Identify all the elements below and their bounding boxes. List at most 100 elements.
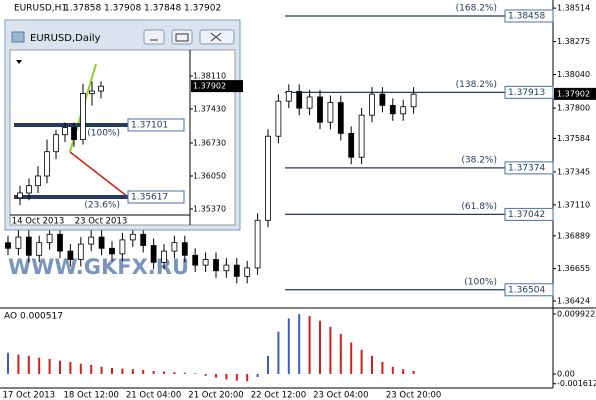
level-ratio: (100%)	[464, 277, 497, 287]
ao-bar	[183, 372, 186, 374]
candle-body	[265, 135, 271, 221]
candle-body	[244, 267, 251, 277]
candle-body	[46, 233, 53, 244]
ao-bar	[142, 369, 145, 374]
last-price: 1.37902	[557, 89, 590, 98]
y-tick-label: 1.36889	[557, 231, 590, 240]
ao-bar	[48, 358, 51, 374]
ao-bar	[100, 366, 103, 374]
candle-body	[98, 236, 105, 249]
window-icon[interactable]	[11, 31, 25, 43]
candle-body	[400, 106, 407, 115]
y-tick-label: 1.38275	[557, 37, 590, 46]
candle-body	[36, 242, 43, 256]
candle-body	[129, 233, 136, 241]
ao-bar	[329, 326, 332, 374]
candle-body	[140, 233, 147, 246]
candle-body	[337, 102, 344, 134]
y-tick-label: 1.36655	[557, 264, 590, 273]
y-tick-label: 1.36050	[193, 171, 226, 180]
minimize-button[interactable]	[143, 29, 165, 45]
ao-bar	[90, 364, 93, 374]
candle-body	[17, 192, 23, 199]
ao-bar	[121, 368, 124, 374]
ao-bar	[298, 314, 301, 374]
inset-window: EURUSD,Daily 1.38110 1.37430 1.36730 1.3605…	[4, 19, 243, 231]
candle-body	[161, 250, 167, 263]
candle-body	[317, 96, 323, 123]
candle-body	[285, 90, 292, 102]
restore-button[interactable]	[171, 29, 193, 45]
y-tick-label: 1.37110	[557, 200, 590, 209]
candle-body	[213, 259, 219, 272]
ao-bar	[277, 331, 280, 374]
trend-line-down	[69, 151, 129, 198]
candle-body	[109, 247, 115, 255]
level-ratio: (61.8%)	[461, 202, 497, 212]
level-label-box	[504, 207, 554, 221]
level-value: 1.37913	[508, 88, 545, 98]
level-ratio: (23.6%)	[84, 200, 120, 210]
header-close: 1.37902	[184, 4, 221, 14]
candle-body	[202, 259, 209, 266]
y-tick-label: 1.38110	[193, 72, 226, 81]
level-label-box	[504, 283, 554, 297]
ao-bar	[371, 355, 373, 374]
y-tick-label: 1.37430	[193, 105, 226, 114]
level-value: 1.37101	[131, 120, 168, 130]
level-ratio: (100%)	[87, 128, 120, 138]
y-tick-label: -0.001612	[557, 379, 596, 388]
candle-body	[389, 104, 396, 115]
ao-bar	[308, 315, 311, 374]
y-tick-label: 1.36730	[193, 138, 226, 147]
ao-bar	[111, 367, 113, 374]
ao-bar	[173, 372, 176, 374]
candle-body	[57, 233, 63, 252]
candle-body	[71, 127, 77, 140]
y-tick-label: 0.00	[557, 369, 575, 378]
ao-bar	[256, 373, 259, 378]
candle-body	[5, 242, 11, 249]
y-tick-label: 1.35370	[193, 204, 226, 213]
candle-body	[171, 242, 178, 252]
level-ratio: (138.2%)	[456, 80, 497, 90]
candle-body	[379, 93, 386, 106]
level-value: 1.35617	[131, 192, 168, 202]
level-label-box	[127, 190, 185, 204]
y-tick-label: 1.37584	[557, 134, 590, 143]
level-label-box	[504, 85, 554, 99]
candle-body	[119, 239, 126, 255]
candle-body	[306, 96, 313, 109]
ao-bar	[152, 370, 155, 374]
close-button[interactable]	[199, 29, 235, 45]
ao-bar	[350, 342, 353, 374]
candle-body	[35, 175, 41, 187]
y-tick-label: 1.38514	[557, 4, 590, 13]
ao-bar	[225, 373, 228, 380]
ao-bar	[204, 373, 207, 376]
candle-body	[15, 236, 22, 249]
candle-body	[53, 134, 59, 153]
candle-body	[348, 133, 355, 158]
candle-body	[77, 243, 84, 260]
level-label-box	[504, 9, 554, 23]
candle-body	[26, 185, 32, 194]
candle-body	[192, 254, 199, 266]
header-low: 1.37848	[144, 4, 181, 14]
last-price-box	[554, 87, 596, 100]
ao-bar	[27, 355, 30, 374]
candle-body	[67, 250, 74, 260]
ao-bar	[79, 363, 82, 374]
ao-bar	[246, 373, 249, 382]
ao-bar	[59, 360, 61, 374]
watermark: WWW.GKFX.RU	[8, 255, 189, 279]
level-label-box	[504, 161, 554, 175]
y-tick-label: 1.37345	[557, 167, 590, 176]
x-tick-label: 21 Oct 04:00	[126, 391, 181, 400]
candle-body	[296, 90, 303, 109]
candle-body	[358, 114, 365, 158]
candle-body	[80, 93, 86, 140]
y-tick-label: 0.009922	[557, 309, 595, 318]
ao-panel: AO 0.000517 0.009922 0.00-0.001612	[4, 309, 596, 388]
